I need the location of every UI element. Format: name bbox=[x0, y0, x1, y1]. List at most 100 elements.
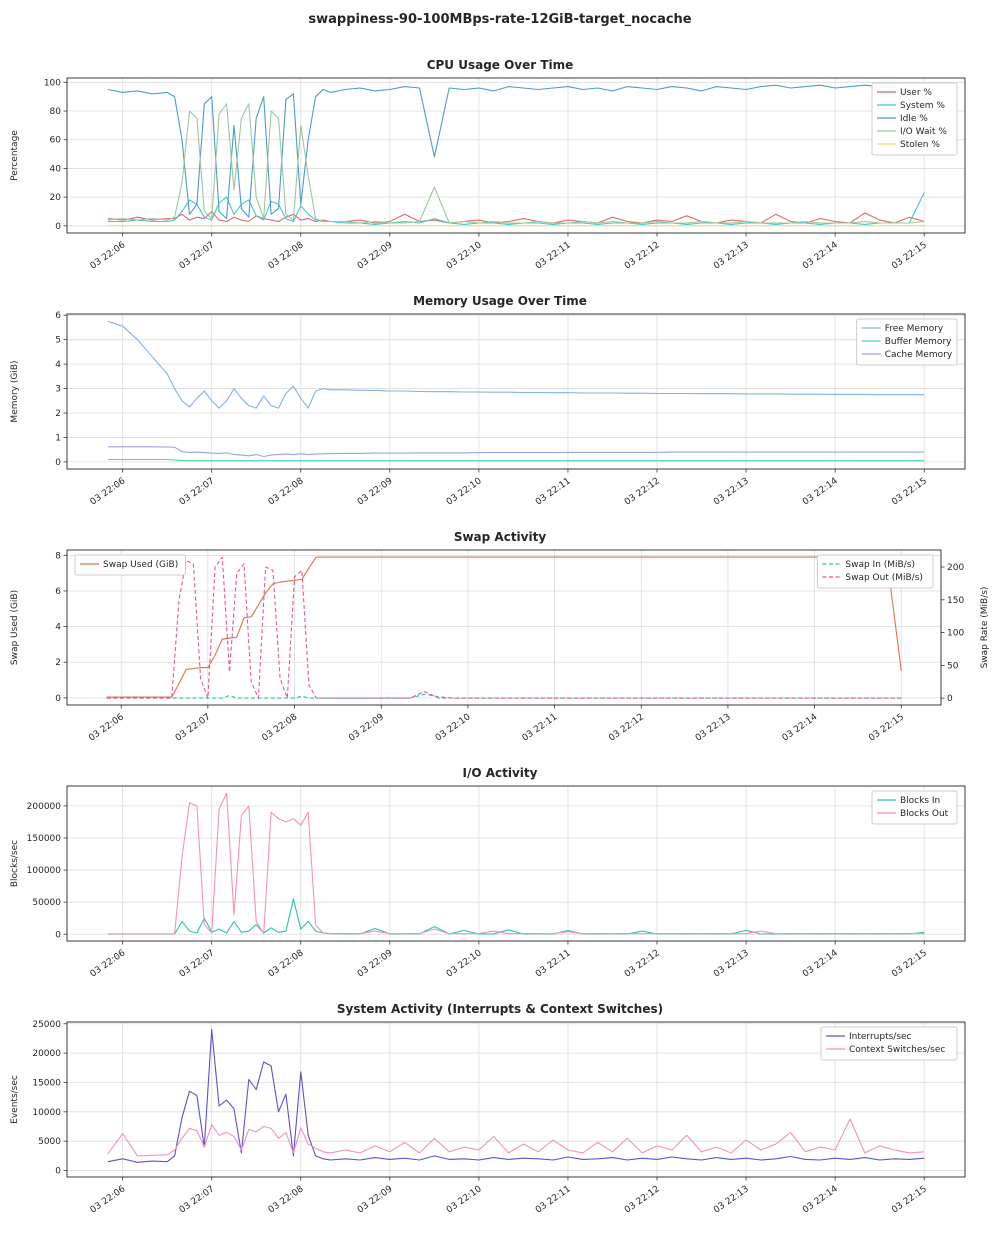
x-tick-label: 03 22:07 bbox=[178, 240, 217, 271]
x-tick-label: 03 22:06 bbox=[89, 1184, 128, 1215]
legend-label: System % bbox=[900, 101, 945, 111]
legend-label: User % bbox=[900, 88, 932, 98]
x-tick-label: 03 22:08 bbox=[267, 1184, 306, 1215]
x-tick-label: 03 22:07 bbox=[178, 476, 217, 507]
y-tick-label: 3 bbox=[55, 385, 61, 395]
y-axis-label: Blocks/sec bbox=[10, 840, 20, 887]
y-tick-label: 2 bbox=[55, 658, 61, 668]
y-tick-label: 0 bbox=[55, 222, 61, 232]
series-line bbox=[106, 556, 902, 698]
axes-frame bbox=[66, 1021, 966, 1178]
x-tick-label: 03 22:14 bbox=[801, 476, 840, 507]
x-tick-label: 03 22:14 bbox=[801, 240, 840, 271]
axes-frame bbox=[66, 313, 966, 470]
legend bbox=[871, 790, 958, 825]
series-line bbox=[106, 556, 902, 699]
x-tick-label: 03 22:06 bbox=[89, 476, 128, 507]
plot-area bbox=[67, 1022, 965, 1177]
x-tick-label: 03 22:10 bbox=[445, 476, 484, 507]
x-tick-label: 03 22:15 bbox=[867, 712, 906, 743]
y-tick-label: 6 bbox=[55, 587, 61, 597]
y-tick-label: 100 bbox=[44, 78, 61, 88]
y-axis-label: Swap Used (GiB) bbox=[10, 590, 20, 665]
x-tick-label: 03 22:08 bbox=[267, 476, 306, 507]
chart-title-system: System Activity (Interrupts & Context Sw… bbox=[336, 1002, 664, 1016]
y2-tick-label: 50 bbox=[947, 661, 959, 671]
x-tick-label: 03 22:11 bbox=[534, 1184, 573, 1215]
page-title: swappiness-90-100MBps-rate-12GiB-target_… bbox=[308, 12, 692, 27]
x-tick-label: 03 22:12 bbox=[623, 476, 662, 507]
x-tick-label: 03 22:12 bbox=[623, 948, 662, 979]
axes-frame bbox=[66, 785, 966, 942]
chart-title-io: I/O Activity bbox=[462, 766, 538, 780]
y-tick-label: 60 bbox=[50, 136, 62, 146]
legend-label: Swap Out (MiB/s) bbox=[845, 573, 923, 583]
series-line bbox=[107, 792, 925, 935]
x-tick-label: 03 22:14 bbox=[781, 712, 820, 743]
legend-label: Cache Memory bbox=[885, 350, 953, 360]
y-tick-label: 0 bbox=[55, 1167, 61, 1177]
legend bbox=[816, 554, 934, 589]
y-axis-label: Events/sec bbox=[10, 1075, 20, 1124]
y-tick-label: 5 bbox=[55, 336, 61, 346]
legend-label: Stolen % bbox=[900, 140, 940, 150]
x-tick-label: 03 22:11 bbox=[521, 712, 560, 743]
y-tick-label: 20000 bbox=[32, 1049, 61, 1059]
y-tick-label: 0 bbox=[55, 694, 61, 704]
y-tick-label: 50000 bbox=[32, 898, 61, 908]
series-line bbox=[107, 458, 925, 462]
x-tick-label: 03 22:13 bbox=[712, 476, 751, 507]
system-activity-chart: 03 22:06 03 22:07 03 22:08 03 22:09 03 22:10… bbox=[10, 1020, 966, 1216]
legend bbox=[820, 1026, 958, 1061]
x-tick-label: 03 22:09 bbox=[356, 948, 395, 979]
x-tick-label: 03 22:11 bbox=[534, 240, 573, 271]
x-tick-label: 03 22:08 bbox=[267, 948, 306, 979]
x-tick-label: 03 22:11 bbox=[534, 948, 573, 979]
series-line bbox=[107, 1118, 925, 1157]
x-tick-label: 03 22:07 bbox=[178, 1184, 217, 1215]
panel-system-activity: System Activity (Interrupts & Context Sw… bbox=[5, 1001, 995, 1229]
y-tick-label: 5000 bbox=[38, 1137, 61, 1147]
y-tick-label: 200000 bbox=[27, 802, 62, 812]
legend-label: Context Switches/sec bbox=[849, 1045, 945, 1055]
x-tick-label: 03 22:13 bbox=[712, 240, 751, 271]
series-line bbox=[107, 103, 925, 224]
y2-tick-label: 200 bbox=[947, 563, 964, 573]
legend bbox=[856, 318, 958, 366]
x-tick-label: 03 22:12 bbox=[623, 240, 662, 271]
series-line bbox=[107, 898, 925, 935]
y-tick-label: 6 bbox=[55, 311, 61, 321]
x-tick-label: 03 22:08 bbox=[267, 240, 306, 271]
y2-tick-label: 150 bbox=[947, 596, 964, 606]
x-tick-label: 03 22:13 bbox=[712, 948, 751, 979]
chart-title-memory: Memory Usage Over Time bbox=[413, 294, 587, 308]
axes-frame bbox=[66, 549, 942, 706]
cpu-usage-chart: 03 22:06 03 22:07 03 22:08 03 22:09 03 22:10… bbox=[10, 77, 966, 272]
legend-label: Swap Used (GiB) bbox=[103, 560, 178, 570]
y-tick-label: 25000 bbox=[32, 1020, 61, 1030]
memory-usage-chart: 03 22:06 03 22:07 03 22:08 03 22:09 03 22:10… bbox=[10, 311, 966, 508]
legend-label: Swap In (MiB/s) bbox=[845, 560, 915, 570]
swap-activity-chart: 03 22:06 03 22:07 03 22:08 03 22:09 03 22:10… bbox=[10, 549, 990, 744]
x-tick-label: 03 22:13 bbox=[712, 1184, 751, 1215]
axes-frame bbox=[66, 77, 966, 234]
x-tick-label: 03 22:15 bbox=[890, 240, 929, 271]
x-tick-label: 03 22:09 bbox=[356, 240, 395, 271]
x-tick-label: 03 22:15 bbox=[890, 1184, 929, 1215]
legend bbox=[871, 82, 958, 156]
legend-label: Blocks In bbox=[900, 796, 940, 806]
x-tick-label: 03 22:07 bbox=[178, 948, 217, 979]
x-tick-label: 03 22:14 bbox=[801, 1184, 840, 1215]
series-line bbox=[106, 693, 902, 699]
legend-label: Interrupts/sec bbox=[849, 1032, 912, 1042]
legend-label: Blocks Out bbox=[900, 809, 949, 819]
x-tick-label: 03 22:09 bbox=[356, 476, 395, 507]
y-tick-label: 0 bbox=[55, 458, 61, 468]
y-tick-label: 100000 bbox=[27, 866, 62, 876]
x-tick-label: 03 22:15 bbox=[890, 948, 929, 979]
panel-swap-activity: Swap Activity 03 22:06 03 22:07 03 22:08 03… bbox=[5, 529, 995, 757]
y-tick-label: 4 bbox=[55, 623, 61, 633]
y-tick-label: 150000 bbox=[27, 834, 62, 844]
plot-area bbox=[67, 78, 965, 233]
